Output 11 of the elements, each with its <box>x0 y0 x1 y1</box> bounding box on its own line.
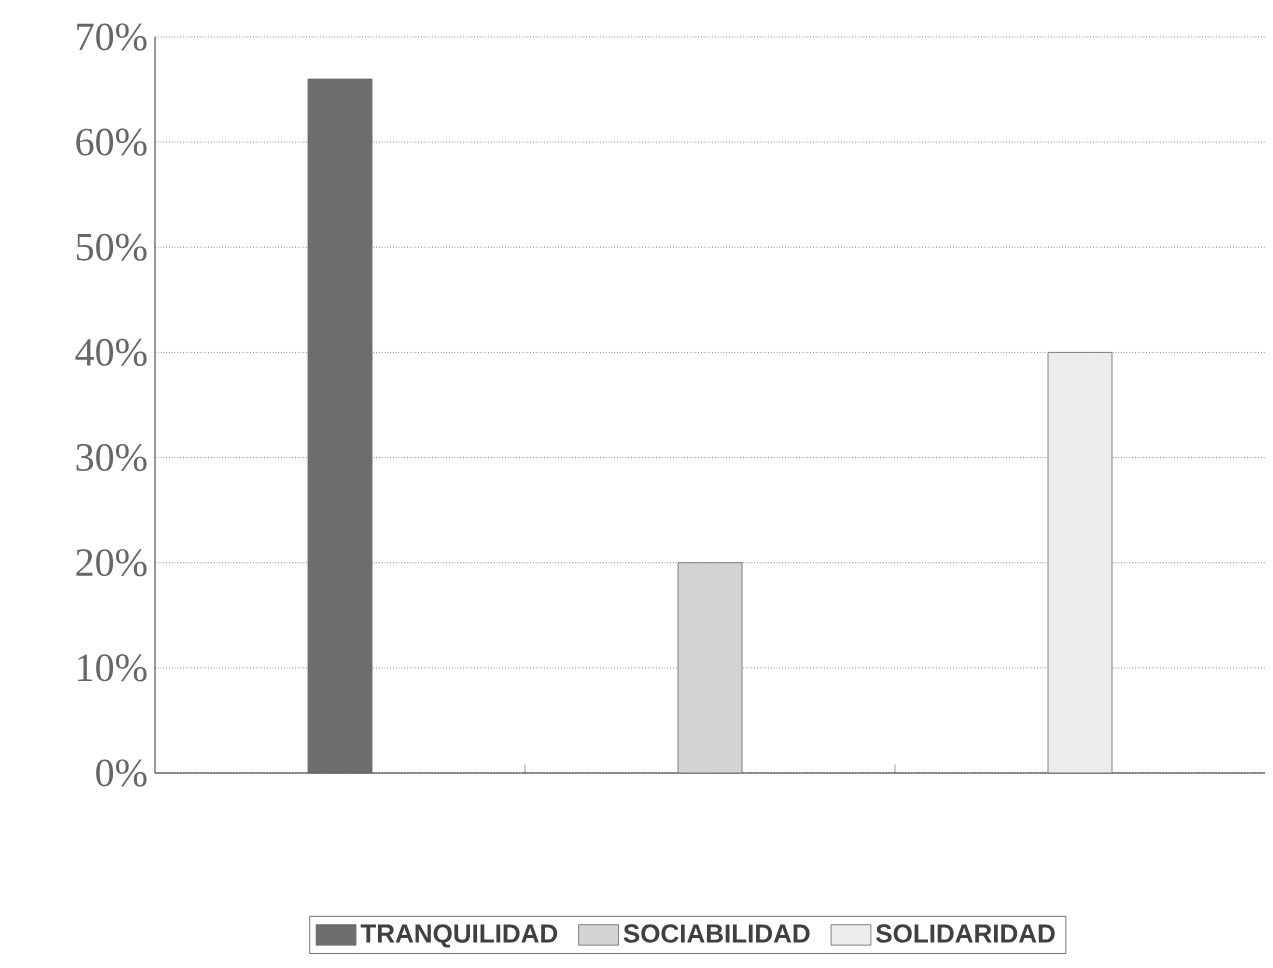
y-tick-label: 30% <box>76 444 147 472</box>
y-tick-label: 60% <box>76 128 147 156</box>
y-tick-label: 70% <box>77 23 147 51</box>
legend-label: SOCIABILIDAD <box>623 924 810 943</box>
y-tick-label: 50% <box>76 233 147 261</box>
y-tick-label: 40% <box>75 338 147 366</box>
legend-label: SOLIDARIDAD <box>876 924 1055 943</box>
y-tick-label: 0% <box>96 759 147 787</box>
legend-label: TRANQUILIDAD <box>360 924 558 948</box>
y-tick-label: 20% <box>76 549 147 577</box>
y-tick-label: 10% <box>78 654 147 682</box>
